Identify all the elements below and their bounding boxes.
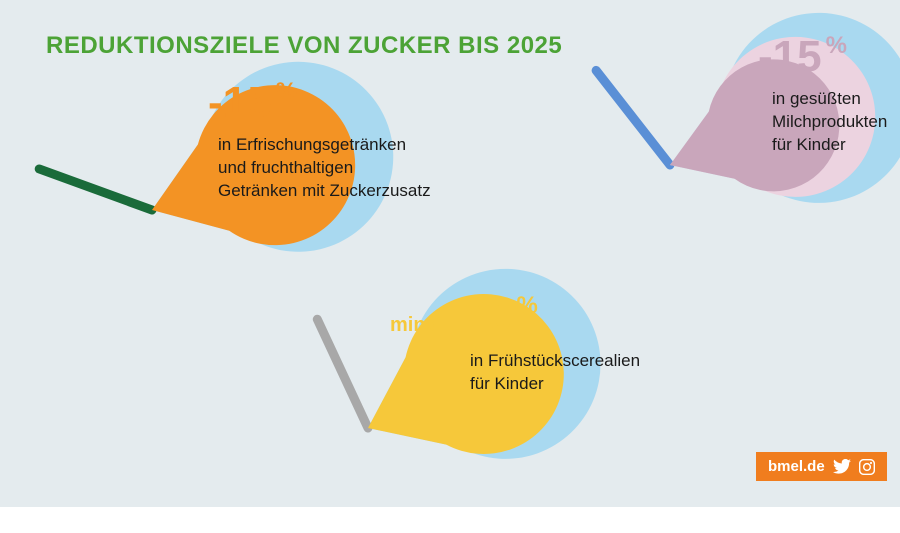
straw-icon	[317, 319, 368, 428]
percent-dairy: -15%	[758, 32, 847, 82]
description-cereals: in Frühstückscerealienfür Kinder	[470, 350, 640, 396]
pie-cereals	[263, 323, 473, 533]
percent-prefix: mind.	[390, 314, 449, 336]
description-dairy: in gesüßtenMilchproduktenfür Kinder	[772, 88, 887, 157]
page-title: REDUKTIONSZIELE VON ZUCKER BIS 2025	[46, 32, 562, 60]
percent-symbol: %	[516, 292, 537, 319]
percent-value: -15	[208, 78, 272, 127]
straw-icon	[596, 70, 670, 165]
footer-url: bmel.de	[768, 458, 825, 475]
description-beverages: in Erfrischungsgetränkenund fruchthaltig…	[218, 134, 431, 203]
pie-dairy	[565, 60, 775, 270]
twitter-icon	[833, 459, 851, 474]
footer-badge: bmel.de	[756, 452, 887, 481]
percent-cereals: mind. -20%	[390, 292, 538, 342]
straw-icon	[39, 169, 152, 210]
percent-value: -20	[449, 292, 513, 341]
percent-beverages: -15%	[208, 78, 297, 128]
percent-symbol: %	[826, 32, 847, 59]
instagram-icon	[859, 459, 875, 475]
percent-value: -15	[758, 32, 822, 81]
percent-symbol: %	[276, 78, 297, 105]
